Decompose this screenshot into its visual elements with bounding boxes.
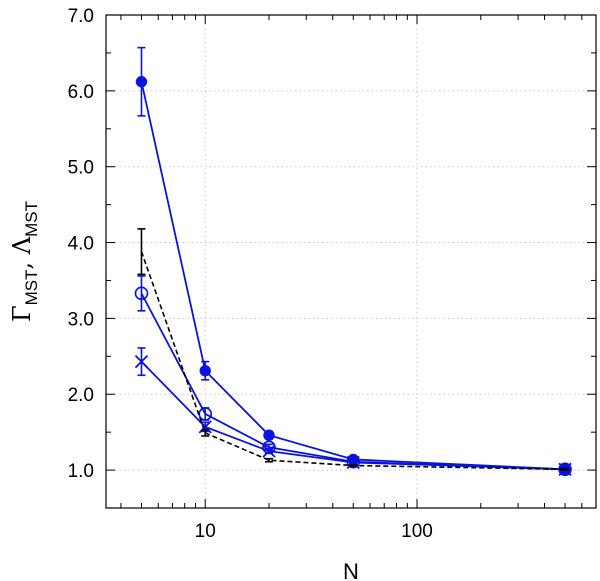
series-1 [135,46,571,476]
y-axis-title: ΓMST, ΛMST [8,201,41,322]
series-4 [137,228,570,471]
x-tick-label: 10 [195,521,216,542]
y-tick-label: 5.0 [68,158,94,179]
axis-ticks [106,14,597,509]
y-title-gamma-sub: MST [22,269,41,305]
y-tick-label: 6.0 [68,82,94,103]
series-2 [134,275,572,477]
y-title-lambda-sub: MST [22,201,41,237]
y-title-gamma: Γ [8,305,36,322]
y-tick-label: 1.0 [68,461,94,482]
data-point [199,365,211,377]
series [134,46,572,477]
data-point [135,76,148,88]
y-tick-label: 4.0 [68,234,94,255]
y-title-separator: , [8,254,36,269]
grid [106,14,596,508]
y-tick-label: 2.0 [68,385,94,406]
tick-labels: 1.0 2.0 3.0 4.0 5.0 6.0 7.0 10 100 [68,6,433,542]
data-point [262,444,276,458]
y-tick-label: 7.0 [68,6,94,27]
data-point [134,354,149,369]
y-tick-label: 3.0 [68,309,94,330]
plot-frame [105,14,597,509]
data-point [263,429,275,441]
data-point [198,420,212,434]
series-line [140,251,566,471]
x-tick-label: 100 [401,521,433,542]
data-point [134,286,149,301]
x-axis-title: N [343,559,359,581]
y-title-lambda: Λ [8,236,36,255]
